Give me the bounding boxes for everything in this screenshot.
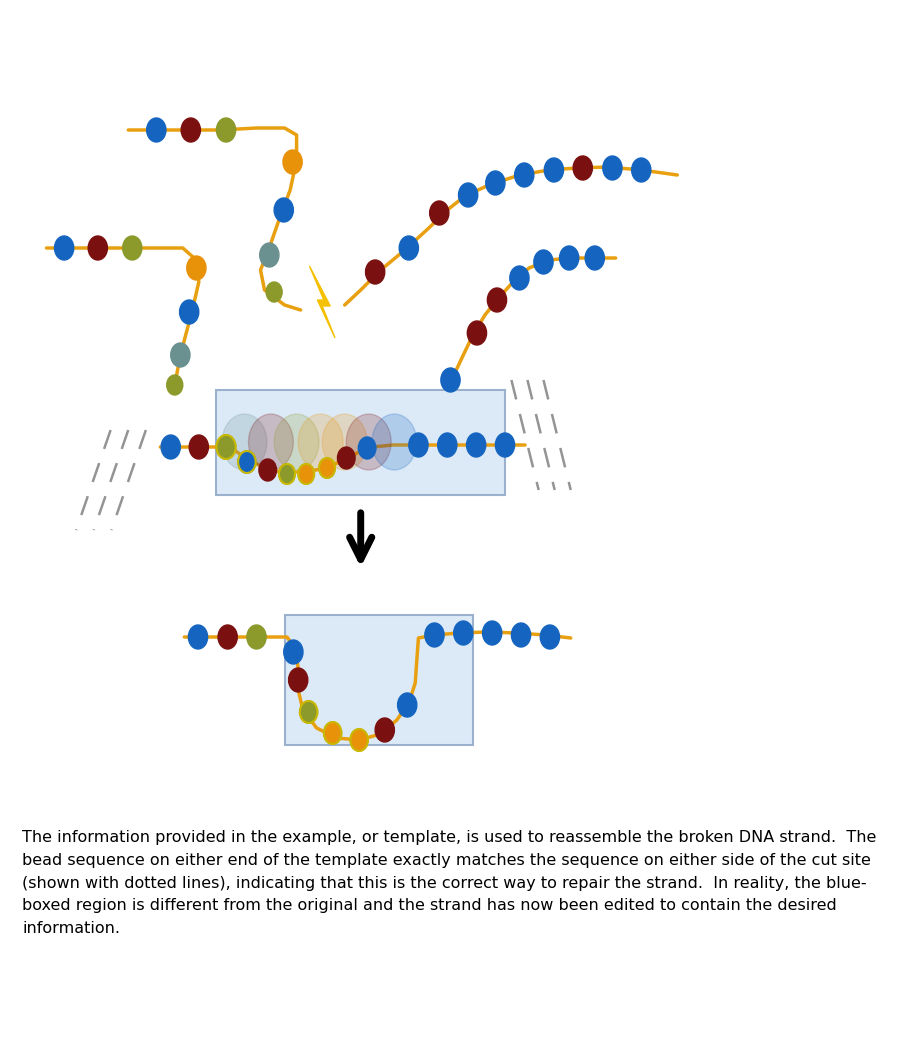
Circle shape (534, 250, 554, 274)
Circle shape (409, 433, 428, 457)
Circle shape (338, 447, 356, 469)
Circle shape (122, 235, 142, 260)
Circle shape (560, 246, 579, 270)
Circle shape (319, 458, 335, 478)
Circle shape (274, 198, 293, 222)
Circle shape (375, 718, 394, 742)
Circle shape (495, 433, 515, 457)
Circle shape (187, 256, 206, 280)
Circle shape (488, 288, 507, 312)
Circle shape (486, 171, 505, 195)
Circle shape (189, 435, 209, 458)
Circle shape (216, 435, 236, 458)
Circle shape (55, 235, 74, 260)
Circle shape (346, 414, 392, 470)
Circle shape (573, 156, 592, 180)
Circle shape (540, 625, 560, 649)
Circle shape (482, 621, 502, 645)
Circle shape (515, 163, 534, 187)
Circle shape (238, 451, 256, 473)
Circle shape (181, 118, 201, 142)
Circle shape (166, 375, 183, 395)
Circle shape (454, 621, 473, 645)
Circle shape (180, 300, 199, 324)
Circle shape (322, 414, 367, 470)
Circle shape (247, 625, 266, 649)
Circle shape (441, 368, 460, 392)
Circle shape (324, 722, 341, 744)
Circle shape (284, 640, 303, 664)
Circle shape (283, 150, 302, 174)
Polygon shape (310, 266, 335, 338)
Circle shape (425, 623, 444, 647)
Text: The information provided in the example, or template, is used to reassemble the : The information provided in the example,… (22, 830, 877, 936)
Circle shape (632, 158, 651, 182)
Circle shape (147, 118, 166, 142)
Circle shape (458, 183, 478, 207)
Circle shape (400, 235, 419, 260)
Circle shape (358, 437, 376, 458)
Circle shape (274, 414, 319, 470)
Circle shape (372, 414, 417, 470)
Circle shape (300, 701, 318, 723)
Circle shape (429, 201, 449, 225)
FancyBboxPatch shape (216, 390, 505, 495)
Circle shape (398, 693, 417, 717)
Circle shape (509, 266, 529, 290)
FancyBboxPatch shape (284, 615, 472, 745)
Circle shape (585, 246, 605, 270)
Circle shape (218, 625, 238, 649)
Circle shape (511, 623, 531, 647)
Circle shape (216, 118, 236, 142)
Circle shape (350, 729, 368, 751)
Circle shape (248, 414, 293, 470)
Circle shape (88, 235, 107, 260)
Circle shape (171, 343, 190, 367)
Circle shape (259, 458, 276, 481)
Circle shape (161, 435, 180, 458)
Circle shape (437, 433, 457, 457)
Circle shape (603, 156, 622, 180)
Circle shape (466, 433, 486, 457)
Circle shape (266, 282, 283, 302)
Circle shape (365, 260, 385, 284)
Circle shape (289, 668, 308, 692)
Circle shape (298, 464, 314, 483)
Circle shape (260, 243, 279, 267)
Circle shape (298, 414, 343, 470)
Circle shape (279, 464, 295, 483)
Circle shape (467, 321, 487, 345)
Circle shape (188, 625, 208, 649)
Circle shape (544, 158, 563, 182)
Circle shape (222, 414, 267, 470)
